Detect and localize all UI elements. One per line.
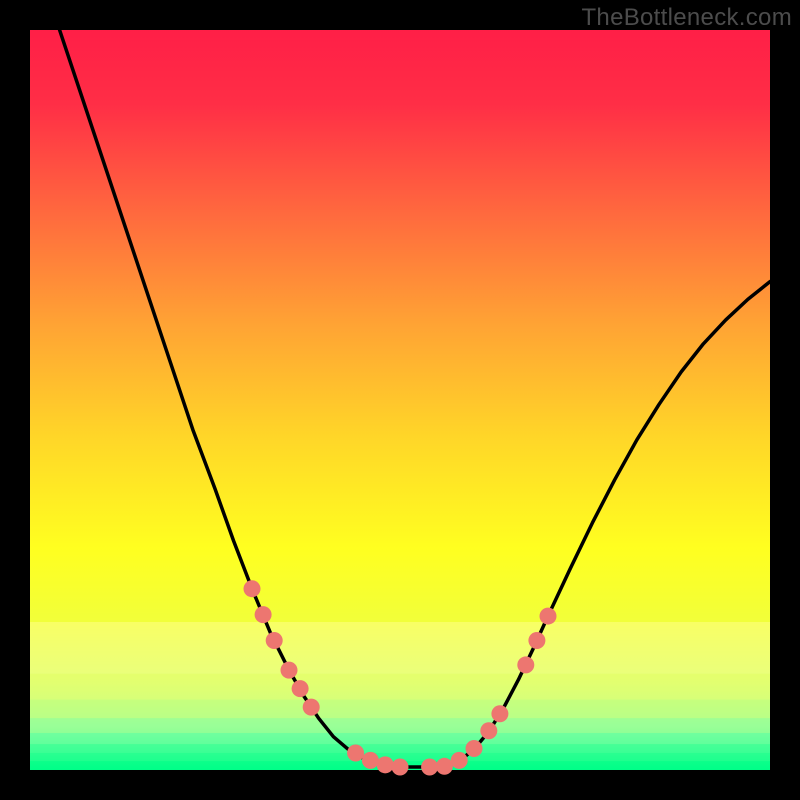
watermark: TheBottleneck.com bbox=[581, 4, 792, 32]
marker-dot bbox=[491, 705, 508, 722]
band bbox=[30, 622, 770, 674]
marker-dot bbox=[362, 752, 379, 769]
marker-dot bbox=[281, 662, 298, 679]
marker-dot bbox=[466, 740, 483, 757]
marker-dot bbox=[377, 756, 394, 773]
marker-dot bbox=[303, 699, 320, 716]
band bbox=[30, 700, 770, 719]
bottleneck-chart bbox=[0, 0, 800, 800]
marker-dot bbox=[517, 656, 534, 673]
marker-dot bbox=[392, 759, 409, 776]
band bbox=[30, 744, 770, 753]
marker-dot bbox=[244, 580, 261, 597]
band bbox=[30, 718, 770, 733]
marker-dot bbox=[451, 752, 468, 769]
marker-dot bbox=[528, 632, 545, 649]
marker-dot bbox=[421, 759, 438, 776]
band bbox=[30, 674, 770, 700]
marker-dot bbox=[540, 608, 557, 625]
marker-dot bbox=[480, 722, 497, 739]
marker-dot bbox=[436, 758, 453, 775]
marker-dot bbox=[266, 632, 283, 649]
marker-dot bbox=[347, 744, 364, 761]
marker-dot bbox=[255, 606, 272, 623]
marker-dot bbox=[292, 680, 309, 697]
band bbox=[30, 733, 770, 744]
